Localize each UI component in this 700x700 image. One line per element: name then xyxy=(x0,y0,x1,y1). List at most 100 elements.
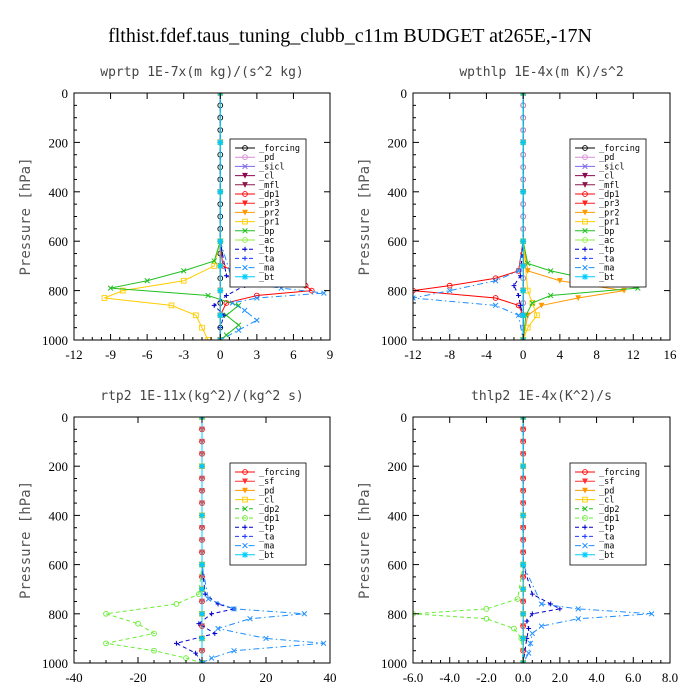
x-tick-label: 6.0 xyxy=(625,670,641,685)
y-axis-label: Pressure [hPa] xyxy=(357,157,373,275)
legend-item: _forcing xyxy=(235,144,300,154)
data-point xyxy=(193,312,199,319)
legend-marker xyxy=(582,228,588,234)
data-point xyxy=(205,337,211,340)
x-tick-label: 6 xyxy=(290,347,297,362)
data-point xyxy=(217,262,224,269)
y-axis-label: Pressure [hPa] xyxy=(357,481,373,599)
data-point xyxy=(446,282,453,289)
data-point xyxy=(547,292,554,299)
x-tick-label: 0 xyxy=(199,670,206,685)
data-point xyxy=(320,640,327,647)
data-point xyxy=(231,647,237,654)
legend-item: _mfl xyxy=(575,181,619,191)
data-point xyxy=(511,283,517,289)
data-point xyxy=(538,623,545,629)
legend-marker xyxy=(242,524,248,530)
chart-title: wpthlp 1E-4x(m K)/s^2 xyxy=(459,65,623,80)
data-point xyxy=(520,238,527,245)
data-point xyxy=(199,635,205,642)
legend-item: _ta xyxy=(575,254,614,264)
y-tick-label: 600 xyxy=(49,558,69,573)
data-point xyxy=(520,635,527,642)
legend-label: _ta xyxy=(599,532,614,542)
x-tick-label: -3 xyxy=(178,347,189,362)
data-point xyxy=(538,601,545,607)
legend-label: _ma xyxy=(259,264,274,274)
data-point xyxy=(223,293,229,298)
legend-item: _ta xyxy=(235,254,274,264)
legend-label: _cl xyxy=(599,496,614,506)
legend-item: _ma xyxy=(235,542,274,552)
legend-item: _pr2 xyxy=(575,208,619,218)
legend-item: _sicl xyxy=(235,162,285,172)
data-point xyxy=(247,615,253,622)
legend-marker xyxy=(242,551,248,558)
data-point xyxy=(529,300,536,306)
legend-label: _mfl xyxy=(599,181,619,191)
x-tick-label: -12 xyxy=(65,347,82,362)
y-axis-label: Pressure [hPa] xyxy=(18,157,34,275)
legend-label: _dp1 xyxy=(259,514,279,524)
data-point xyxy=(205,292,211,299)
series-dp1 xyxy=(413,417,526,663)
data-point xyxy=(254,295,260,301)
data-point xyxy=(520,188,527,195)
x-tick-label: 2.0 xyxy=(552,670,568,685)
data-point xyxy=(648,611,655,617)
legend-label: _pd xyxy=(599,153,614,163)
legend-label: _pr3 xyxy=(599,199,619,209)
legend-marker xyxy=(242,246,248,252)
legend-marker xyxy=(242,487,248,494)
y-tick-label: 800 xyxy=(388,607,408,622)
legend-item: _bp xyxy=(235,227,274,237)
legend: _forcing_sf_pd_cl_dp2_dp1_tp_ta_ma_bt xyxy=(229,462,307,566)
data-point xyxy=(107,285,114,291)
legend-item: _dp2 xyxy=(235,505,279,515)
x-tick-label: 0 xyxy=(217,347,224,362)
legend-marker xyxy=(582,534,588,539)
legend-marker xyxy=(242,237,248,243)
legend-marker xyxy=(582,515,588,521)
legend-marker xyxy=(582,542,588,549)
data-point xyxy=(515,268,522,274)
legend-label: _pr1 xyxy=(259,218,279,228)
legend-marker xyxy=(582,246,588,252)
legend-marker xyxy=(242,228,248,234)
legend-item: _tp xyxy=(575,523,614,533)
legend-box xyxy=(229,138,307,288)
data-point xyxy=(199,610,205,617)
legend-label: _ma xyxy=(599,542,614,552)
y-tick-label: 1000 xyxy=(381,333,407,348)
x-tick-label: -20 xyxy=(129,670,146,685)
legend-label: _pr2 xyxy=(599,208,619,218)
legend-label: _bt xyxy=(259,551,274,561)
y-tick-label: 0 xyxy=(62,410,69,425)
data-point xyxy=(103,610,109,617)
legend-marker xyxy=(582,191,588,197)
data-point xyxy=(193,650,198,656)
data-point xyxy=(492,302,499,309)
data-point xyxy=(548,601,554,607)
data-point xyxy=(517,273,523,279)
legend-item: _bt xyxy=(235,273,274,283)
legend: _forcing_sf_pd_cl_dp2_dp1_tp_ta_ma_bt xyxy=(569,462,647,566)
legend-marker xyxy=(242,182,248,188)
chart-title: thlp2 1E-4x(K^2)/s xyxy=(471,389,612,404)
legend-label: _tp xyxy=(259,523,274,533)
legend-marker xyxy=(242,200,248,207)
data-point xyxy=(515,312,522,319)
legend-label: _cl xyxy=(259,172,274,182)
y-tick-label: 400 xyxy=(49,508,69,523)
legend-label: _dp2 xyxy=(599,505,619,515)
legend-label: _dp1 xyxy=(599,190,619,200)
data-point xyxy=(144,277,150,284)
data-point xyxy=(199,324,205,331)
legend-label: _bt xyxy=(599,551,614,561)
legend-item: _tp xyxy=(235,523,274,533)
x-tick-label: -2.0 xyxy=(476,670,497,685)
data-point xyxy=(195,591,202,597)
legend-item: _pd xyxy=(575,153,614,163)
legend-item: _pr1 xyxy=(235,218,279,228)
legend-label: _forcing xyxy=(259,144,300,154)
